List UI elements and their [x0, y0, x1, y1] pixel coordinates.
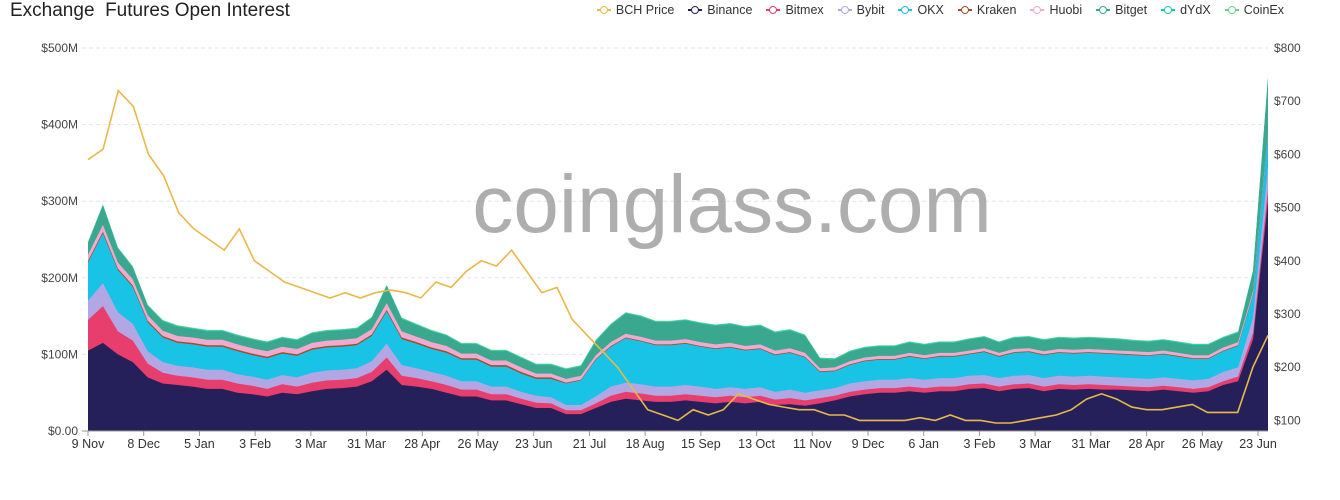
y-right-tick-label: $600 [1274, 147, 1301, 161]
y-right-tick-label: $200 [1274, 360, 1301, 374]
legend-label: Bitget [1115, 3, 1148, 17]
legend-label: CoinEx [1243, 3, 1284, 17]
x-tick-label: 3 Mar [295, 437, 327, 451]
x-tick-label: 23 Jun [1239, 437, 1277, 451]
x-tick-label: 28 Apr [1129, 437, 1165, 451]
y-left-tick-label: $500M [41, 41, 78, 55]
legend-label: Bitmex [785, 3, 824, 17]
legend-marker-icon [1096, 5, 1111, 15]
legend-item-okx[interactable]: OKX [898, 3, 944, 17]
legend-marker-icon [957, 5, 972, 15]
x-tick-label: 3 Feb [963, 437, 995, 451]
x-tick-label: 31 Mar [1071, 437, 1110, 451]
legend-marker-icon [688, 5, 703, 15]
legend-item-bch-price[interactable]: BCH Price [596, 3, 675, 17]
legend-item-binance[interactable]: Binance [688, 3, 752, 17]
x-tick-label: 26 May [1182, 437, 1224, 451]
x-tick-label: 9 Dec [852, 437, 885, 451]
legend-item-huobi[interactable]: Huobi [1030, 3, 1082, 17]
x-tick-label: 3 Feb [239, 437, 271, 451]
chart-title: Exchange Futures Open Interest [10, 0, 290, 21]
legend-label: Huobi [1049, 3, 1083, 17]
legend-marker-icon [898, 5, 913, 15]
x-tick-label: 18 Aug [626, 437, 665, 451]
x-tick-label: 11 Nov [793, 437, 832, 451]
x-tick-label: 8 Dec [127, 437, 160, 451]
legend-marker-icon [596, 5, 611, 15]
area-binance [88, 201, 1268, 431]
y-right-tick-label: $400 [1274, 254, 1301, 268]
legend-item-bitget[interactable]: Bitget [1096, 3, 1147, 17]
legend-label: Kraken [976, 3, 1017, 17]
y-left-tick-label: $100M [41, 347, 78, 361]
x-tick-label: 5 Jan [184, 437, 215, 451]
x-tick-label: 28 Apr [404, 437, 440, 451]
x-tick-label: 26 May [458, 437, 500, 451]
legend-label: OKX [917, 3, 944, 17]
y-left-tick-label: $200M [41, 271, 78, 285]
y-right-tick-label: $500 [1274, 201, 1301, 215]
legend-label: dYdX [1180, 3, 1211, 17]
legend-item-dydx[interactable]: dYdX [1161, 3, 1211, 17]
x-tick-label: 3 Mar [1019, 437, 1051, 451]
legend-marker-icon [837, 5, 852, 15]
x-tick-label: 23 Jun [515, 437, 553, 451]
watermark: coinglass.com [472, 159, 992, 250]
y-right-tick-label: $700 [1274, 94, 1301, 108]
legend-marker-icon [1030, 5, 1045, 15]
legend: BCH Price Binance Bitmex Bybit OKX Kraken Huob… [596, 3, 1284, 17]
y-right-tick-label: $100 [1274, 413, 1301, 427]
legend-item-kraken[interactable]: Kraken [957, 3, 1017, 17]
legend-marker-icon [1224, 5, 1239, 15]
legend-item-coinex[interactable]: CoinEx [1224, 3, 1284, 17]
legend-marker-icon [766, 5, 781, 15]
x-tick-label: 31 Mar [347, 437, 386, 451]
y-right-tick-label: $800 [1274, 41, 1301, 55]
legend-item-bitmex[interactable]: Bitmex [766, 3, 824, 17]
line-bch-price [87, 89, 1269, 424]
x-tick-label: 9 Nov [72, 437, 105, 451]
y-left-tick-label: $300M [41, 194, 78, 208]
legend-label: Bybit [856, 3, 885, 17]
legend-marker-icon [1161, 5, 1176, 15]
x-tick-label: 15 Sep [681, 437, 721, 451]
y-left-tick-label: $400M [41, 118, 78, 132]
x-tick-label: 6 Jan [908, 437, 939, 451]
legend-label: BCH Price [615, 3, 675, 17]
y-left-tick-label: $0.00 [48, 424, 78, 438]
legend-label: Binance [707, 3, 753, 17]
area-bitmex [88, 189, 1268, 431]
x-tick-label: 21 Jul [573, 437, 606, 451]
x-tick-label: 13 Oct [738, 437, 775, 451]
y-right-tick-label: $300 [1274, 307, 1301, 321]
legend-item-bybit[interactable]: Bybit [837, 3, 885, 17]
